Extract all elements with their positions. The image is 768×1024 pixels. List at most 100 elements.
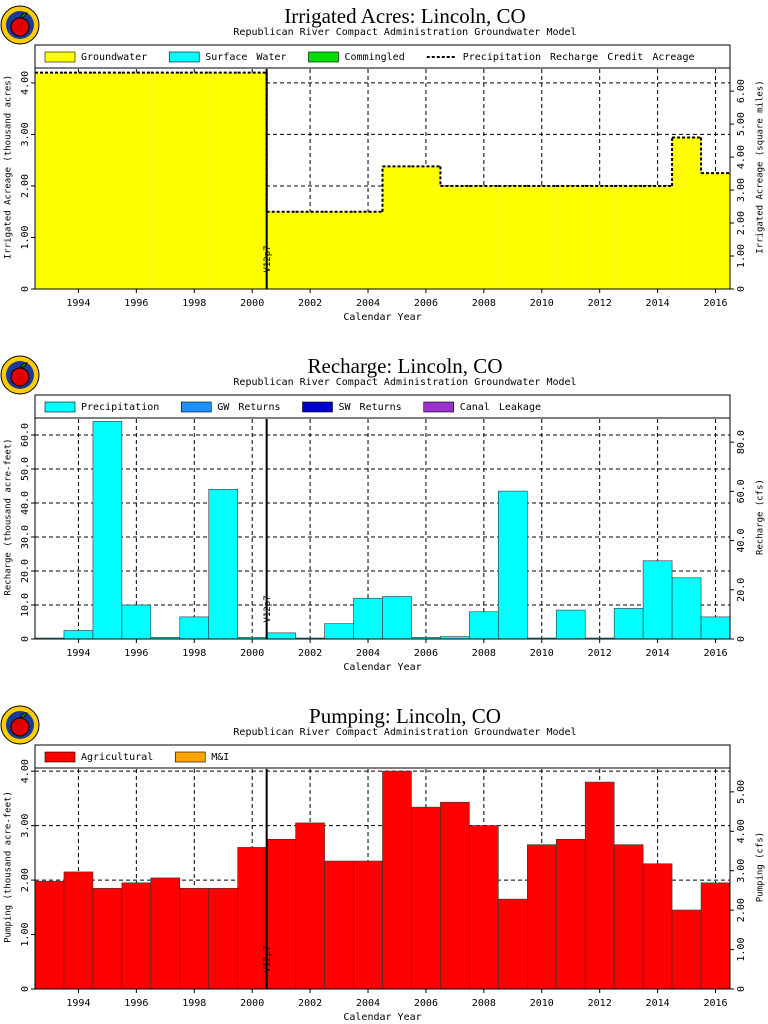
legend-swatch	[44, 401, 76, 413]
y2-tick-label: 1.00	[736, 244, 747, 268]
area-step	[295, 211, 325, 289]
bar	[382, 770, 412, 990]
chart-title: Recharge: Lincoln, CO	[308, 354, 503, 378]
y2-axis-label: Irrigated Acreage (square miles)	[756, 80, 766, 253]
area-step	[150, 72, 180, 289]
plot-frame	[34, 744, 731, 990]
y-tick-label: 2.00	[20, 174, 31, 198]
bar	[324, 860, 354, 990]
bar	[63, 871, 94, 990]
x-tick-label: 2012	[588, 298, 612, 309]
x-tick-label: 2006	[414, 648, 438, 659]
y2-tick-label: 4.00	[736, 145, 747, 169]
x-axis-label: Calendar Year	[343, 312, 421, 323]
y2-tick-label: 40.0	[736, 529, 747, 553]
bar	[382, 596, 412, 640]
bar	[63, 630, 94, 640]
legend-label: M&I	[211, 752, 229, 763]
area-step	[121, 72, 151, 289]
chart-subtitle: Republican River Compact Administration …	[233, 727, 576, 738]
x-tick-label: 2012	[588, 998, 612, 1009]
x-tick-label: 2004	[356, 298, 380, 309]
area-step	[440, 185, 470, 289]
legend-swatch	[180, 401, 212, 413]
y2-tick-label: 0	[736, 636, 747, 642]
area-step	[498, 185, 528, 289]
y-tick-label: 1.00	[20, 922, 31, 946]
bar	[121, 604, 152, 640]
y-axis-label: Irrigated Acreage (thousand acres)	[4, 75, 14, 259]
bar	[121, 882, 152, 990]
bar	[555, 838, 586, 990]
y2-axis-label: Pumping (cfs)	[756, 832, 766, 902]
area-step	[179, 72, 209, 289]
x-tick-label: 2006	[414, 998, 438, 1009]
x-tick-label: 2008	[472, 998, 496, 1009]
y2-tick-label: 6.00	[736, 79, 747, 103]
y2-tick-label: 3.00	[736, 178, 747, 202]
legend-label: Groundwater	[81, 52, 147, 63]
x-tick-label: 1994	[66, 998, 90, 1009]
legend-label: Surface Water	[205, 52, 286, 63]
x-tick-label: 2014	[646, 648, 670, 659]
legend-label: SW Returns	[339, 402, 402, 413]
y-tick-label: 2.00	[20, 868, 31, 892]
legend-label: GW Returns	[217, 402, 280, 413]
area-step	[266, 211, 296, 289]
legend-swatch	[423, 401, 455, 413]
x-tick-label: 2000	[240, 998, 264, 1009]
legend-swatch	[44, 51, 76, 63]
x-tick-label: 1994	[66, 298, 90, 309]
x-tick-label: 2008	[472, 298, 496, 309]
x-tick-label: 1996	[124, 998, 148, 1009]
legend-label: Precipitation Recharge Credit Acreage	[463, 52, 695, 63]
x-axis-label: Calendar Year	[343, 662, 421, 673]
x-tick-label: 2016	[703, 298, 727, 309]
y2-tick-label: 2.00	[736, 211, 747, 235]
x-tick-label: 2002	[298, 998, 322, 1009]
y-tick-label: 0	[20, 636, 31, 642]
area-step	[92, 72, 122, 289]
chart-subtitle: Republican River Compact Administration …	[233, 377, 576, 388]
y2-tick-label: 2.00	[736, 898, 747, 922]
annotation-label: V12p7	[263, 945, 273, 972]
bar	[671, 577, 702, 640]
y-tick-label: 4.00	[20, 71, 31, 95]
y-axis-label: Pumping (thousand acre-feet)	[4, 791, 14, 943]
bar	[237, 847, 267, 990]
bar	[34, 880, 65, 990]
bar	[324, 623, 354, 640]
bar	[498, 898, 528, 990]
x-tick-label: 1998	[182, 648, 206, 659]
y2-tick-label: 0	[736, 286, 747, 292]
chart-subtitle: Republican River Compact Administration …	[233, 27, 576, 38]
bar	[208, 489, 239, 640]
x-tick-label: 2000	[240, 648, 264, 659]
bar	[700, 882, 731, 990]
bar	[208, 887, 239, 990]
x-tick-label: 2014	[646, 298, 670, 309]
bar	[411, 806, 441, 990]
bar	[642, 560, 673, 640]
y2-axis-label: Recharge (cfs)	[756, 479, 766, 555]
y-tick-label: 3.00	[20, 122, 31, 146]
x-tick-label: 1994	[66, 648, 90, 659]
area-step	[63, 72, 93, 289]
bar	[266, 838, 296, 990]
x-tick-label: 2016	[703, 648, 727, 659]
bar	[642, 863, 673, 990]
x-tick-label: 2004	[356, 998, 380, 1009]
logo-leaf	[19, 712, 28, 719]
bar	[150, 877, 181, 990]
area-step	[585, 185, 615, 289]
chart-title: Pumping: Lincoln, CO	[309, 704, 501, 728]
bar	[555, 609, 586, 640]
legend-swatch	[174, 751, 206, 763]
area-step	[672, 137, 702, 289]
area-step	[324, 211, 354, 289]
y-tick-label: 0	[20, 286, 31, 292]
bar	[671, 909, 702, 990]
bar	[353, 597, 383, 640]
y-tick-label: 1.00	[20, 225, 31, 249]
